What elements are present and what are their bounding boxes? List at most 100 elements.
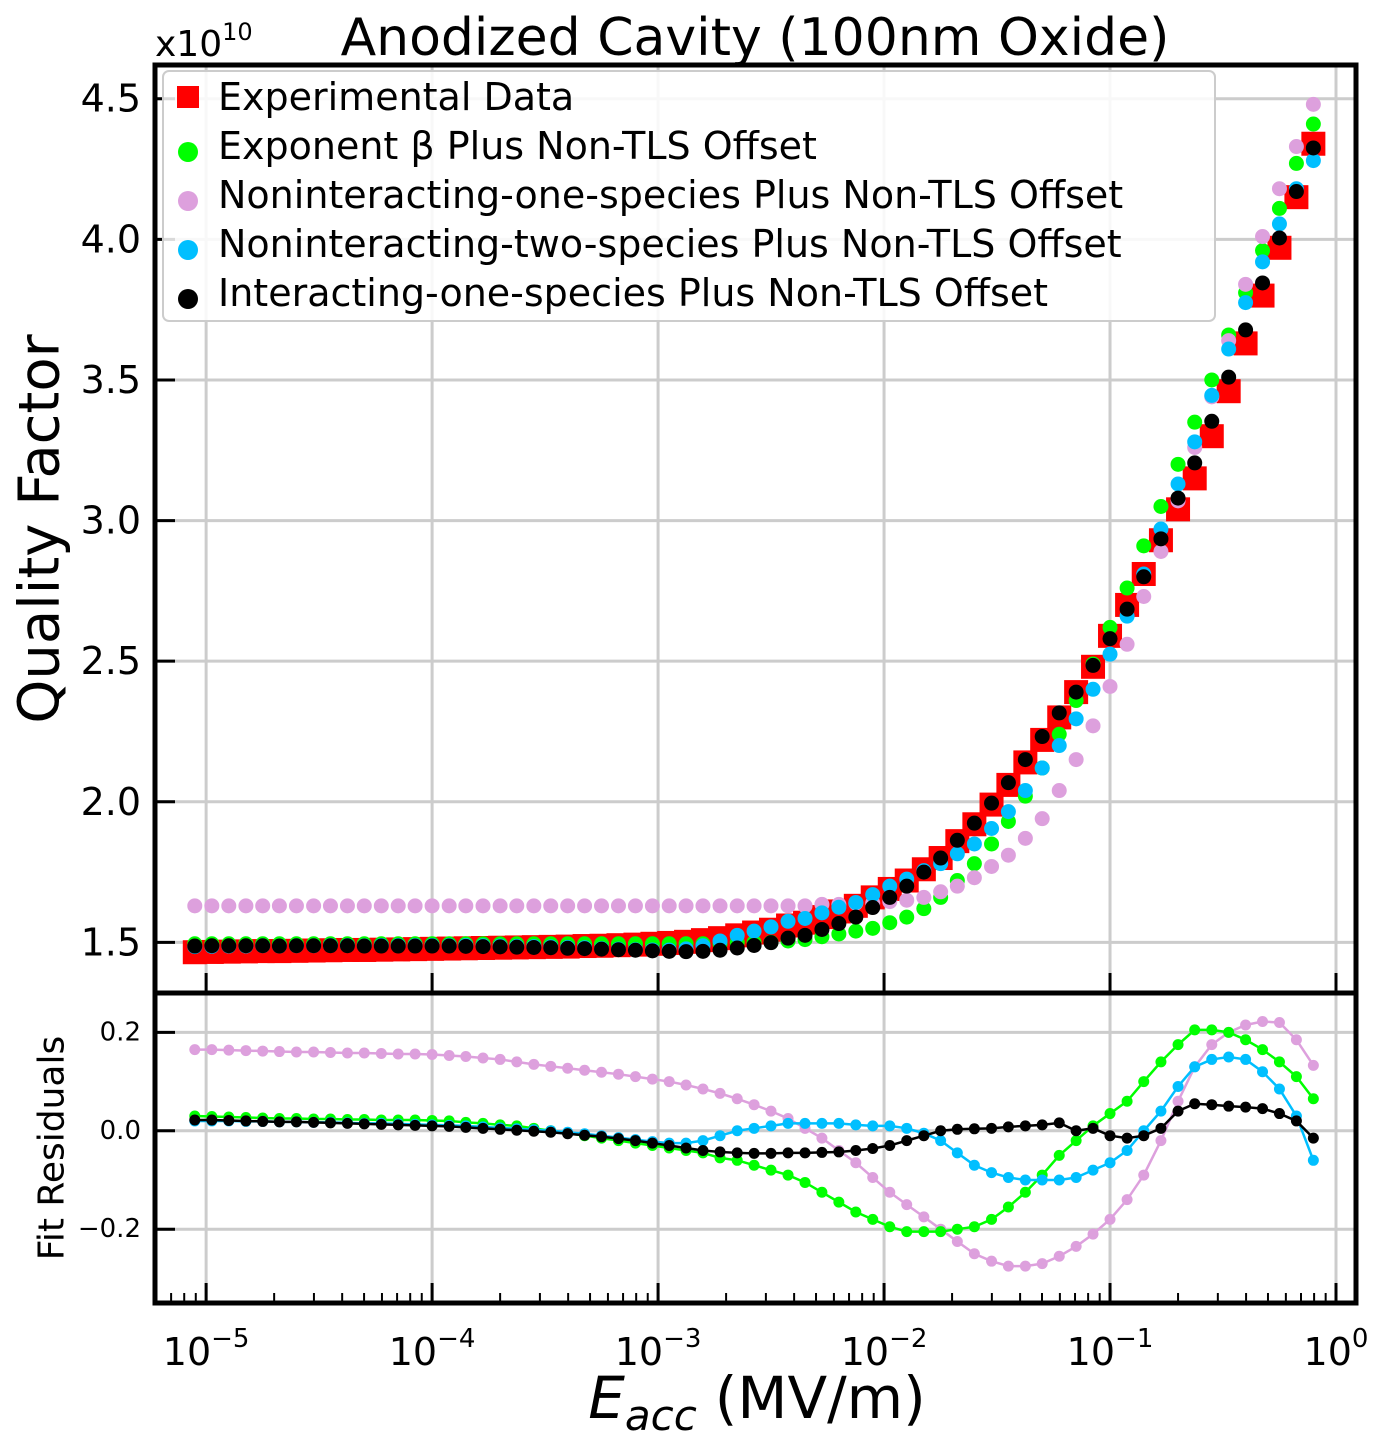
data-point (1002, 1201, 1014, 1213)
data-point (867, 1120, 879, 1132)
y-tick-label: 2.0 (81, 780, 141, 824)
data-point (494, 1053, 506, 1065)
data-point (663, 1140, 675, 1152)
data-point (729, 898, 745, 914)
data-point (918, 1226, 930, 1238)
data-point (1172, 1080, 1184, 1092)
data-point (1273, 1108, 1285, 1120)
data-point (814, 905, 830, 921)
x-tick-label: 10−1 (1067, 1324, 1154, 1374)
data-point (238, 898, 254, 914)
data-point (968, 1248, 980, 1260)
data-point (290, 1116, 302, 1128)
data-point (528, 1058, 540, 1070)
data-point (494, 1123, 506, 1135)
data-point (1273, 1083, 1285, 1095)
y-tick-label: 0.2 (100, 1017, 141, 1047)
data-point (1288, 155, 1304, 171)
data-point (257, 1045, 269, 1057)
data-point (528, 1125, 540, 1137)
data-point (206, 1044, 218, 1056)
data-point (1305, 153, 1321, 169)
data-point (1070, 1240, 1082, 1252)
data-point (1206, 1024, 1218, 1036)
data-point (1155, 1105, 1167, 1117)
data-point (308, 1116, 320, 1128)
data-point (441, 938, 457, 954)
data-point (765, 1105, 777, 1117)
data-point (968, 1221, 980, 1233)
y-tick-label: 1.5 (81, 920, 141, 964)
data-point (1102, 631, 1118, 647)
data-point (1172, 1039, 1184, 1051)
data-point (1000, 847, 1016, 863)
data-point (594, 941, 610, 957)
data-point (306, 938, 322, 954)
y-tick-label: 3.5 (81, 358, 141, 402)
data-point (831, 926, 847, 942)
data-point (949, 878, 965, 894)
data-point (543, 898, 559, 914)
data-point (1172, 1095, 1184, 1107)
data-point (1257, 1016, 1269, 1028)
data-point (1240, 1019, 1252, 1031)
data-point (594, 898, 610, 914)
data-point (424, 938, 440, 954)
data-point (629, 1135, 641, 1147)
y-tick-label: 2.5 (81, 639, 141, 683)
data-point (984, 836, 1000, 852)
data-point (257, 1115, 269, 1127)
data-point (933, 850, 949, 866)
data-point (1087, 1122, 1099, 1134)
data-point (748, 1147, 760, 1159)
data-point (966, 815, 982, 831)
data-point (1170, 490, 1186, 506)
data-point (729, 927, 745, 943)
data-point (1051, 783, 1067, 799)
data-point (560, 940, 576, 956)
data-point (610, 942, 626, 958)
data-point (763, 898, 779, 914)
data-point (187, 938, 203, 954)
data-point (460, 1050, 472, 1062)
data-point (680, 1079, 692, 1091)
data-point (968, 1123, 980, 1135)
x-tick-exponent: −5 (211, 1324, 249, 1354)
data-point (1068, 711, 1084, 727)
data-point (933, 884, 949, 900)
data-point (865, 887, 881, 903)
data-point (596, 1066, 608, 1078)
data-point (1238, 295, 1254, 311)
data-point (460, 1121, 472, 1133)
data-point (458, 938, 474, 954)
legend-marker (178, 240, 198, 260)
data-point (443, 1120, 455, 1132)
y-tick-label: 3.0 (81, 499, 141, 543)
data-point (797, 927, 813, 943)
data-point (390, 898, 406, 914)
data-point (221, 898, 237, 914)
data-point (644, 943, 660, 959)
x-label-symbol: E (588, 1364, 625, 1432)
data-point (629, 1071, 641, 1083)
y-tick-label: 0.0 (100, 1116, 141, 1146)
data-point (1017, 783, 1033, 799)
data-point (646, 1073, 658, 1085)
x-label-unit: (MV/m) (715, 1364, 926, 1432)
data-point (273, 1116, 285, 1128)
data-point (1255, 275, 1271, 291)
data-point (1305, 116, 1321, 132)
data-point (1273, 1056, 1285, 1068)
data-point (306, 898, 322, 914)
data-point (375, 1118, 387, 1130)
data-point (1138, 1130, 1150, 1142)
data-point (901, 1199, 913, 1211)
data-point (562, 1062, 574, 1074)
data-point (833, 1146, 845, 1158)
data-point (358, 1118, 370, 1130)
data-point (545, 1126, 557, 1138)
data-point (765, 1120, 777, 1132)
data-point (1204, 387, 1220, 403)
data-point (1102, 646, 1118, 662)
